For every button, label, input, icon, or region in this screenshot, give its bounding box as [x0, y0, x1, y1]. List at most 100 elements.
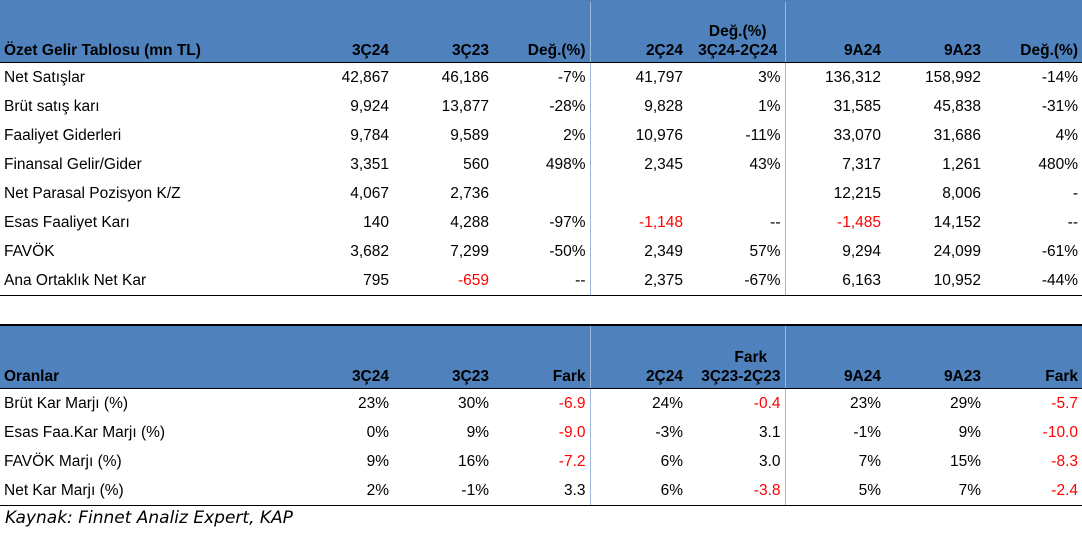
- table-cell: 12,215: [784, 179, 885, 208]
- table-cell: -97%: [549, 213, 586, 231]
- table-cell: -9.0: [558, 423, 586, 441]
- table-cell: 57%: [749, 242, 781, 260]
- table-cell: 46,186: [441, 68, 489, 86]
- table-cell: 4,288: [450, 213, 489, 231]
- ratio-row-label: Net Kar Marjı (%): [0, 476, 290, 506]
- table-cell: 2,345: [589, 150, 687, 179]
- table-cell: -0.4: [753, 394, 781, 412]
- table-row: FAVÖK 3,682 7,299 -50% 2,349 57% 9,294 24,099 -6…: [0, 237, 1082, 266]
- ratios-header-diff-9m: Fark: [985, 324, 1082, 389]
- table-cell: 8,006: [942, 184, 981, 202]
- header-change-qoq-line1: Değ.(%): [708, 23, 767, 40]
- table-cell: -1%: [784, 418, 885, 447]
- table-cell: 7,317: [784, 150, 885, 179]
- table-row: Esas Faa.Kar Marjı (%) 0% 9% -9.0 -3% 3.1 -1% 9…: [0, 418, 1082, 447]
- income-header-row: Özet Gelir Tablosu (mn TL) 3Ç24 3Ç23 Değ…: [0, 0, 1082, 63]
- table-cell: 6%: [589, 476, 687, 506]
- ratios-header-9a23: 9A23: [885, 324, 985, 389]
- table-cell: 43%: [749, 155, 781, 173]
- income-header-title: Özet Gelir Tablosu (mn TL): [0, 0, 290, 63]
- table-cell: 2,349: [589, 237, 687, 266]
- table-cell: [589, 179, 687, 208]
- table-row: Net Satışlar 42,867 46,186 -7% 41,797 3% 136,3…: [0, 62, 1082, 92]
- table-cell: -10.0: [1042, 423, 1078, 441]
- table-cell: --: [493, 266, 590, 296]
- table-cell: 560: [463, 155, 489, 173]
- table-cell: 3.0: [758, 452, 781, 470]
- table-cell: 2,736: [450, 184, 489, 202]
- table-cell: 24,099: [933, 242, 981, 260]
- ratios-header-diff-qoq: Fark 3Ç23-2Ç23: [687, 324, 785, 389]
- table-cell: [687, 179, 785, 208]
- table-cell: -67%: [687, 266, 785, 296]
- table-cell: 9,784: [350, 126, 389, 144]
- table-cell: 3.3: [493, 476, 590, 506]
- table-cell: 6%: [589, 447, 687, 476]
- table-cell: 41,797: [589, 62, 687, 92]
- source-note: Kaynak: Finnet Analiz Expert, KAP: [5, 508, 293, 528]
- header-change-qoq: Değ.(%) 3Ç24-2Ç24: [687, 0, 785, 63]
- table-cell: 136,312: [784, 62, 885, 92]
- table-cell: 9%: [466, 423, 489, 441]
- table-cell: -14%: [1041, 68, 1078, 86]
- table-cell: -11%: [745, 126, 781, 144]
- table-cell: 31,686: [933, 126, 981, 144]
- header-3c23: 3Ç23: [393, 0, 493, 63]
- table-row: Brüt Kar Marjı (%) 23% 30% -6.9 24% -0.4 23% 29…: [0, 388, 1082, 418]
- table-cell: 498%: [545, 155, 586, 173]
- table-cell: 1%: [758, 97, 781, 115]
- table-cell: 3,351: [350, 155, 389, 173]
- table-cell: 45,838: [933, 97, 981, 115]
- table-cell: -1,485: [784, 208, 885, 237]
- header-9a23: 9A23: [885, 0, 985, 63]
- header-change: Değ.(%): [493, 0, 590, 63]
- table-cell: -2.4: [985, 476, 1082, 506]
- table-cell: 140: [363, 213, 389, 231]
- table-cell: 29%: [949, 394, 981, 412]
- table-cell: 30%: [457, 394, 489, 412]
- table-cell: 2%: [563, 126, 586, 144]
- table-cell: 14,152: [933, 213, 981, 231]
- income-row-label: Esas Faaliyet Karı: [4, 213, 130, 231]
- table-cell: 33,070: [784, 121, 885, 150]
- table-cell: -7%: [557, 68, 586, 86]
- table-cell: -50%: [549, 242, 586, 260]
- table-row: Net Kar Marjı (%) 2% -1% 3.3 6% -3.8 5% 7% -2.4: [0, 476, 1082, 506]
- table-cell: 2%: [290, 476, 393, 506]
- table-cell: -31%: [1041, 97, 1078, 115]
- table-cell: --: [770, 213, 781, 231]
- table-cell: 7%: [885, 476, 985, 506]
- table-cell: [493, 179, 590, 208]
- table-cell: 9,828: [589, 92, 687, 121]
- income-row-label: Finansal Gelir/Gider: [4, 155, 142, 173]
- ratios-header-title: Oranlar: [0, 324, 290, 389]
- table-cell: 7%: [784, 447, 885, 476]
- table-cell: 6,163: [784, 266, 885, 296]
- table-cell: -61%: [1041, 242, 1078, 260]
- income-row-label: Faaliyet Giderleri: [4, 126, 122, 144]
- income-row-label: Ana Ortaklık Net Kar: [0, 266, 290, 296]
- table-cell: 4,067: [350, 184, 389, 202]
- income-statement-table: Özet Gelir Tablosu (mn TL) 3Ç24 3Ç23 Değ…: [0, 0, 1082, 296]
- table-cell: -1%: [393, 476, 493, 506]
- table-cell: -: [1072, 184, 1078, 202]
- table-cell: 15%: [949, 452, 981, 470]
- table-cell: 3,682: [350, 242, 389, 260]
- table-cell: 2,375: [589, 266, 687, 296]
- table-cell: 4%: [1055, 126, 1078, 144]
- ratios-header-9a24: 9A24: [784, 324, 885, 389]
- table-row: Ana Ortaklık Net Kar 795 -659 -- 2,375 -67% 6,…: [0, 266, 1082, 296]
- income-row-label: Net Satışlar: [4, 68, 85, 86]
- ratios-table-body: Brüt Kar Marjı (%) 23% 30% -6.9 24% -0.4 23% 29…: [0, 388, 1082, 506]
- header-2c24: 2Ç24: [589, 0, 687, 63]
- table-cell: -1,148: [589, 208, 687, 237]
- table-cell: 23%: [357, 394, 389, 412]
- table-cell: 9%: [366, 452, 389, 470]
- table-cell: -659: [393, 266, 493, 296]
- table-row: Net Parasal Pozisyon K/Z 4,067 2,736 12,215…: [0, 179, 1082, 208]
- table-cell: 9%: [958, 423, 981, 441]
- table-cell: 10,952: [885, 266, 985, 296]
- table-cell: 9,294: [784, 237, 885, 266]
- income-row-label: Net Parasal Pozisyon K/Z: [4, 184, 181, 202]
- header-change-qoq-line2: 3Ç24-2Ç24: [698, 42, 778, 59]
